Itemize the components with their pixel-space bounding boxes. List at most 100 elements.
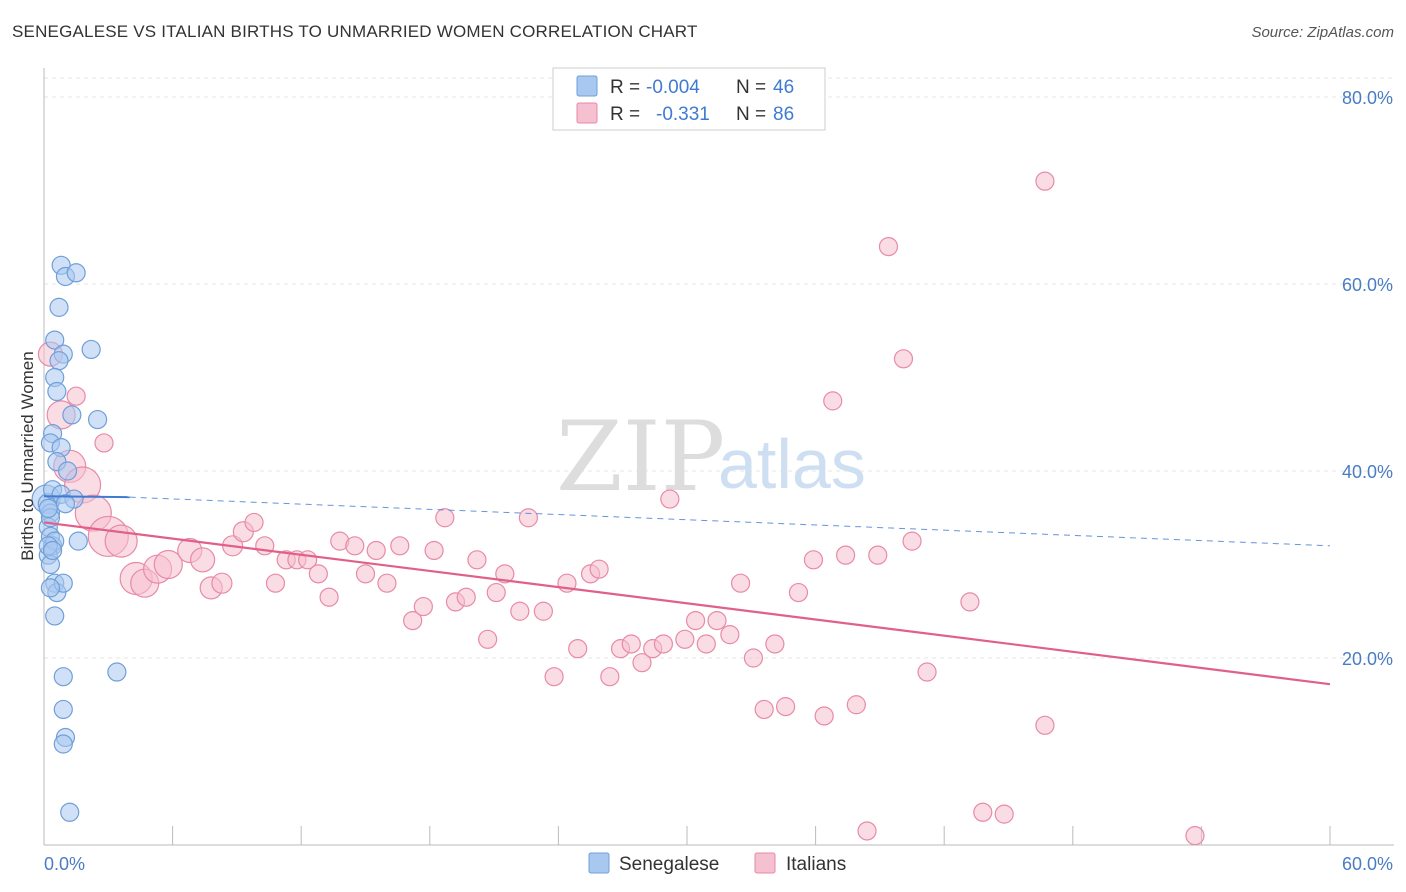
- senegalese-point: [42, 540, 63, 561]
- legend-n-label: N =: [736, 104, 766, 125]
- italians-point: [255, 536, 275, 556]
- senegalese-point: [53, 667, 73, 687]
- italians-point: [994, 804, 1014, 824]
- watermark-atlas: atlas: [718, 425, 866, 503]
- y-tick-labels: 20.0% 40.0% 60.0% 80.0%: [1342, 88, 1393, 669]
- italians-point: [244, 512, 264, 533]
- italians-point: [857, 821, 877, 841]
- italians-point: [456, 587, 476, 607]
- italians-point: [1035, 715, 1055, 735]
- bottom-legend: Senegalese Italians: [588, 852, 846, 875]
- axes: [43, 68, 1394, 846]
- y-tick-label: 40.0%: [1342, 462, 1393, 482]
- trend-lines: [43, 495, 1331, 686]
- italians-point: [675, 629, 695, 649]
- senegalese-point: [57, 461, 78, 481]
- italians-point: [803, 550, 824, 570]
- senegalese-point: [81, 339, 101, 360]
- italians-point: [589, 559, 609, 579]
- senegalese-trend-solid: [43, 495, 130, 499]
- italians-point: [308, 564, 328, 584]
- bottom-legend-swatch-italians: [754, 852, 776, 874]
- italians-point: [846, 695, 866, 715]
- italians-point: [632, 653, 652, 673]
- y-tick-label: 60.0%: [1342, 275, 1393, 295]
- italians-point: [660, 489, 680, 509]
- senegalese-point: [45, 606, 65, 626]
- senegalese-point: [45, 330, 65, 350]
- italians-point: [836, 545, 856, 565]
- legend-n-value: 46: [773, 77, 794, 98]
- italians-point: [435, 508, 455, 528]
- senegalese-point: [47, 381, 67, 402]
- italians-point: [510, 601, 530, 621]
- italians-point: [754, 699, 774, 720]
- italians-point: [94, 433, 114, 453]
- x-ticks: 0.0% 60.0%: [44, 826, 1393, 874]
- italians-point: [533, 601, 553, 621]
- italians-point: [518, 508, 538, 528]
- italians-point: [685, 610, 706, 631]
- italians-point: [153, 549, 183, 580]
- senegalese-point: [68, 531, 88, 551]
- senegalese-point: [49, 297, 69, 317]
- italians-point: [355, 564, 376, 584]
- senegalese-point: [62, 405, 82, 425]
- series-senegalese: [31, 255, 127, 822]
- legend-r-value: -0.331: [656, 104, 710, 125]
- italians-point: [902, 531, 922, 551]
- italians-point: [600, 667, 620, 687]
- italians-point: [478, 629, 498, 649]
- grid-lines: [44, 77, 1394, 659]
- legend-r-label: R =: [610, 104, 640, 125]
- legend-box: R = -0.004 N = 46 R = -0.331 N = 86: [552, 67, 826, 131]
- italians-point: [823, 391, 843, 411]
- italians-point: [720, 625, 740, 645]
- x-tick-label: 60.0%: [1342, 854, 1393, 874]
- senegalese-point: [38, 498, 58, 518]
- bottom-legend-swatch-senegalese: [588, 852, 610, 874]
- legend-r-label: R =: [610, 77, 640, 98]
- italians-point: [775, 697, 796, 717]
- italians-point: [814, 706, 834, 726]
- legend-r-value: -0.004: [646, 77, 700, 98]
- italians-point: [345, 536, 365, 556]
- italians-point: [878, 237, 899, 257]
- italians-point: [621, 634, 641, 654]
- italians-point: [743, 648, 764, 668]
- watermark: ZIP atlas: [556, 401, 866, 513]
- legend-swatch-italians: [576, 102, 598, 124]
- senegalese-point: [53, 699, 73, 720]
- italians-point: [1035, 171, 1055, 191]
- italians-point: [390, 536, 410, 556]
- italians-point: [495, 564, 515, 584]
- senegalese-point: [40, 578, 61, 598]
- italians-point: [696, 634, 716, 654]
- legend-frame: [552, 67, 826, 131]
- source-credit: Source: ZipAtlas.com: [1251, 24, 1394, 41]
- italians-point: [973, 802, 993, 822]
- senegalese-point: [60, 802, 80, 822]
- italians-point: [765, 634, 785, 654]
- italians-point: [403, 610, 423, 631]
- italians-point: [707, 610, 727, 631]
- italians-point: [917, 662, 937, 682]
- senegalese-point: [107, 662, 127, 682]
- italians-point: [486, 582, 506, 603]
- senegalese-point: [66, 263, 86, 283]
- italians-point: [424, 540, 444, 561]
- senegalese-point: [53, 734, 73, 754]
- legend-n-label: N =: [736, 77, 766, 98]
- italians-point: [377, 573, 397, 593]
- italians-point: [544, 667, 564, 687]
- italians-point: [265, 573, 286, 593]
- senegalese-trend-dashed: [129, 496, 1331, 547]
- italians-point: [653, 634, 674, 654]
- italians-point: [319, 587, 339, 607]
- italians-point: [1185, 826, 1205, 846]
- italians-point: [788, 582, 809, 603]
- italians-point: [366, 540, 386, 561]
- y-axis-label: Births to Unmarried Women: [18, 351, 37, 560]
- italians-point: [467, 550, 487, 570]
